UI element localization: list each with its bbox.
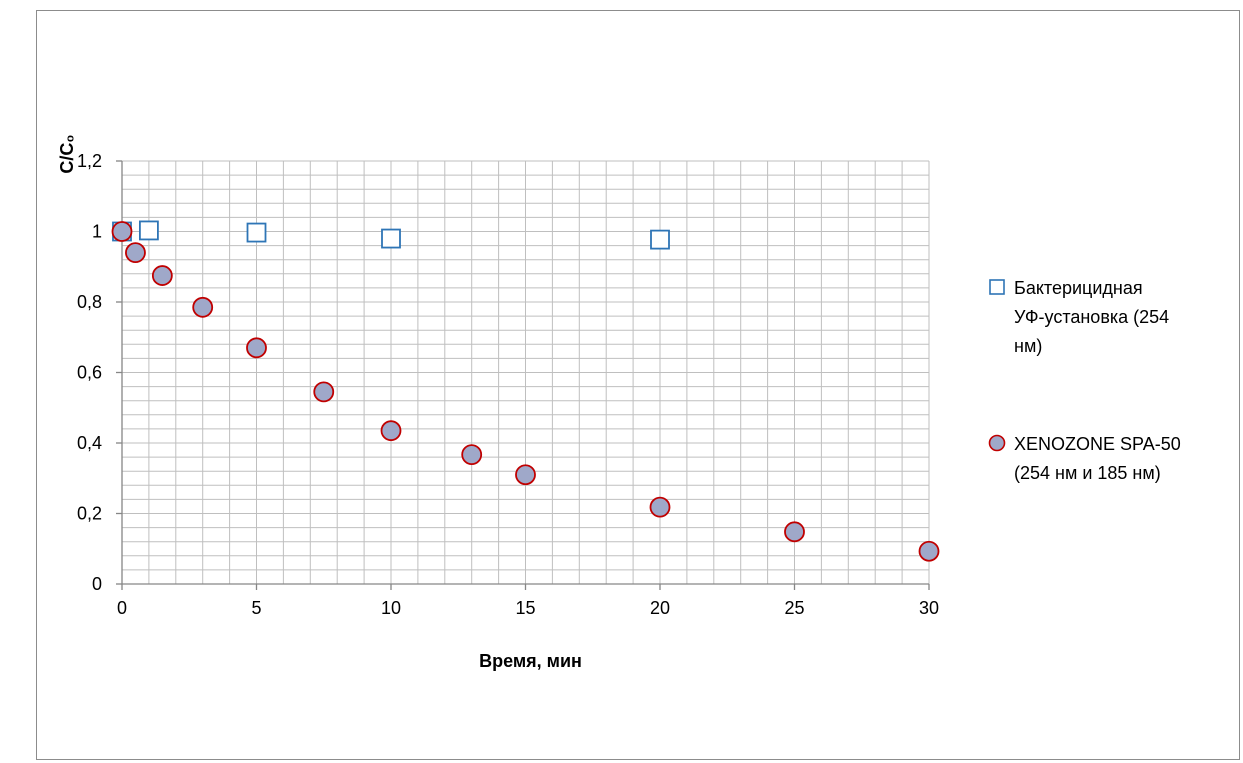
circle-marker xyxy=(151,265,173,286)
circle-marker xyxy=(649,496,671,518)
y-tick-label: 0,6 xyxy=(77,363,102,383)
legend-label-line: нм) xyxy=(1014,336,1042,356)
y-axis-title: C/C₀ xyxy=(57,134,77,173)
x-tick-label: 0 xyxy=(117,598,127,618)
chart-grid xyxy=(121,160,930,585)
legend-item-2: XENOZONE SPA-50 (254 нм и 185 нм) xyxy=(988,434,1181,483)
legend-label-line: УФ-установка (254 xyxy=(1014,307,1169,327)
circle-marker xyxy=(246,337,267,359)
legend-circle-marker xyxy=(988,434,1006,452)
circle-marker xyxy=(461,444,483,466)
legend-label-line: Бактерицидная xyxy=(1014,278,1143,298)
data-points xyxy=(111,220,940,562)
x-tick-label: 25 xyxy=(784,598,804,618)
x-axis-title: Время, мин xyxy=(479,651,582,671)
x-tick-label: 20 xyxy=(650,598,670,618)
y-tick-label: 0,8 xyxy=(77,292,102,312)
x-tick-label: 30 xyxy=(919,598,939,618)
chart-frame xyxy=(36,10,1240,760)
square-marker xyxy=(138,220,159,241)
series-2 xyxy=(111,221,940,562)
y-tick-label: 1,2 xyxy=(77,151,102,171)
y-tick-label: 0 xyxy=(92,574,102,594)
square-marker xyxy=(246,222,267,243)
legend-square-marker xyxy=(989,279,1005,295)
chart-axes xyxy=(116,160,930,590)
circle-marker xyxy=(192,296,214,318)
circle-marker xyxy=(380,420,402,442)
legend-label-line: XENOZONE SPA-50 xyxy=(1014,434,1181,454)
x-tick-label: 10 xyxy=(381,598,401,618)
circle-marker xyxy=(515,464,536,486)
square-marker xyxy=(381,228,401,249)
legend-item-1: Бактерицидная УФ-установка (254 нм) xyxy=(989,278,1169,356)
circle-marker xyxy=(111,221,133,242)
circle-marker xyxy=(125,242,146,264)
circle-marker xyxy=(784,521,805,543)
y-tick-label: 0,2 xyxy=(77,504,102,524)
legend-label-line: (254 нм и 185 нм) xyxy=(1014,463,1161,483)
square-marker xyxy=(650,229,670,250)
x-tick-label: 5 xyxy=(251,598,261,618)
legend: Бактерицидная УФ-установка (254 нм) XENOZON… xyxy=(988,278,1181,483)
circle-marker xyxy=(918,540,940,562)
y-tick-label: 1 xyxy=(92,222,102,242)
tick-labels: 0 5 10 15 20 25 30 0 0,2 0,4 0,6 0,8 1 1,2 xyxy=(77,151,939,618)
x-tick-label: 15 xyxy=(515,598,535,618)
circle-marker xyxy=(313,381,335,403)
y-tick-label: 0,4 xyxy=(77,433,102,453)
